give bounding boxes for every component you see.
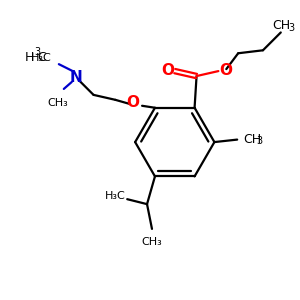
Text: O: O — [161, 63, 174, 78]
Text: O: O — [127, 95, 140, 110]
Text: CH: CH — [273, 19, 291, 32]
Text: CH₃: CH₃ — [47, 98, 68, 108]
Text: H₃C: H₃C — [31, 53, 52, 63]
Text: 3: 3 — [34, 47, 40, 57]
Text: CH: CH — [243, 133, 261, 146]
Text: 3: 3 — [289, 22, 295, 32]
Text: H₃C: H₃C — [104, 191, 125, 201]
Text: 3: 3 — [256, 136, 262, 146]
Text: C: C — [37, 51, 46, 64]
Text: CH₃: CH₃ — [142, 237, 162, 247]
Text: H: H — [25, 51, 34, 64]
Text: N: N — [69, 70, 82, 85]
Text: O: O — [219, 63, 232, 78]
